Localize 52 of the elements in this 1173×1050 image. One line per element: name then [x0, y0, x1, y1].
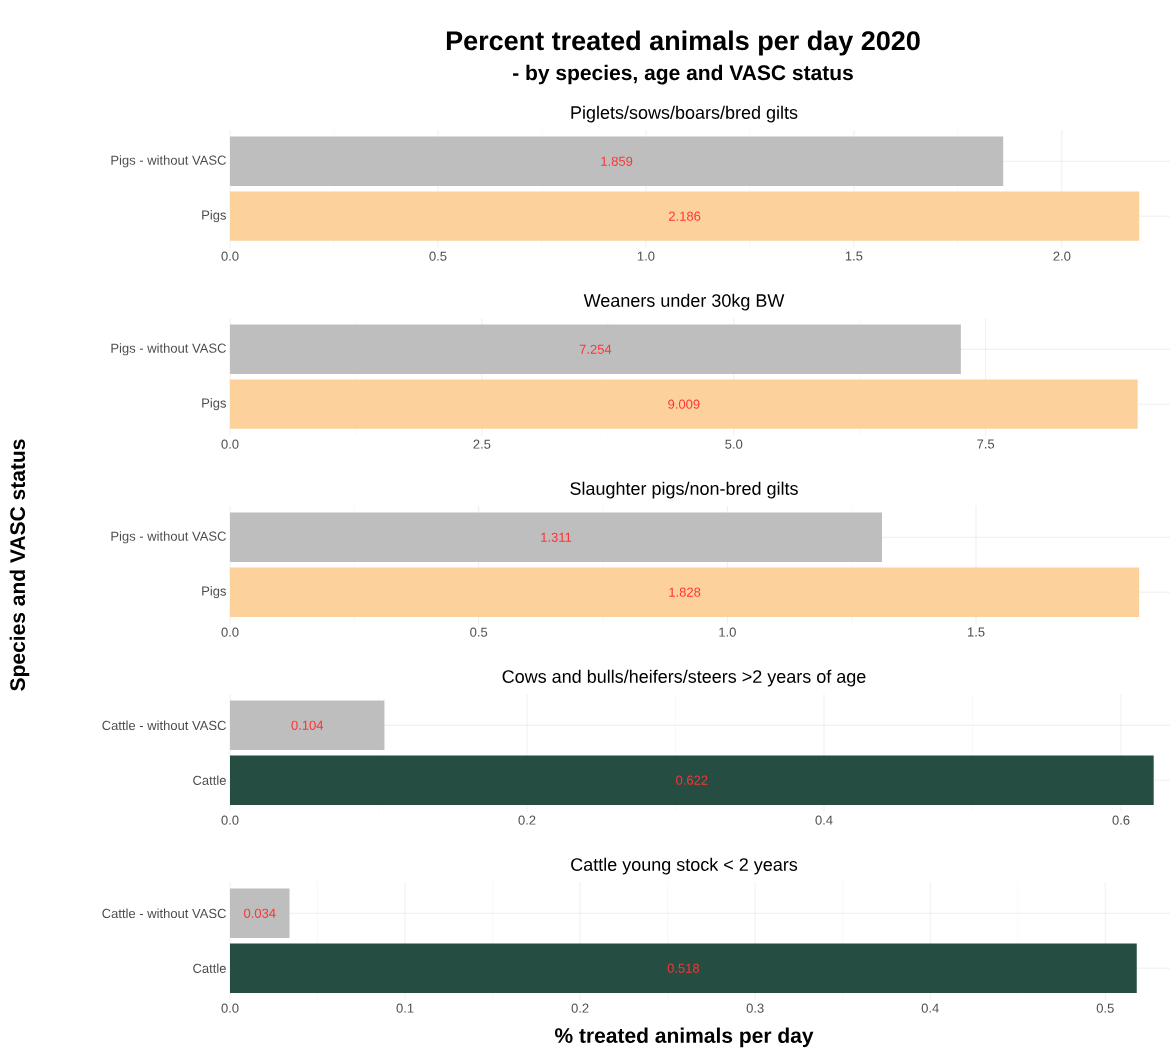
x-tick-label: 0.0 — [221, 815, 239, 825]
data-label: 1.828 — [669, 587, 701, 597]
y-tick-label: Pigs - without VASC — [111, 155, 226, 168]
x-tick-label: 0.0 — [221, 251, 239, 261]
data-label: 2.186 — [669, 211, 701, 221]
y-tick-label: Pigs — [202, 398, 226, 411]
data-label: 0.518 — [667, 963, 700, 973]
x-tick-label: 0.4 — [815, 815, 833, 825]
x-tick-label: 5.0 — [725, 439, 743, 449]
chart-title: Slaughter pigs/non-bred gilts — [570, 481, 798, 499]
text: Percent treated animals per day 2020 — [446, 30, 920, 56]
y-tick-label: Cattle - without VASC — [102, 908, 226, 919]
x-tick-label: 0.6 — [1112, 815, 1130, 825]
x-tick-label: 0.0 — [221, 439, 239, 449]
y-tick-label: Cattle - without VASC — [102, 720, 226, 731]
y-axis-title: Species and VASC status — [9, 439, 30, 691]
data-label: 0.034 — [244, 908, 276, 918]
y-tick-label: Pigs - without VASC — [111, 531, 226, 544]
x-tick-label: 7.5 — [977, 439, 995, 449]
x-tick-label: 0.5 — [470, 627, 488, 637]
x-tick-label: 2.5 — [473, 439, 491, 449]
x-tick-label: 1.5 — [845, 251, 863, 261]
data-label: 9.009 — [668, 399, 700, 409]
x-tick-label: 0.5 — [429, 251, 447, 261]
chart-title: Weaners under 30kg BW — [583, 293, 785, 311]
x-tick-label: 0.5 — [1096, 1003, 1114, 1013]
x-tick-label: 1.0 — [719, 627, 736, 637]
x-tick-label: 0.2 — [571, 1003, 589, 1013]
x-tick-label: 0.3 — [746, 1003, 764, 1013]
x-tick-label: 0.0 — [221, 1003, 239, 1013]
y-tick-label: Pigs — [202, 210, 226, 223]
data-label: 7.254 — [579, 344, 612, 354]
x-axis-title: % treated animals per day — [554, 1027, 814, 1048]
x-tick-label: 1.5 — [967, 627, 985, 637]
data-label: 0.104 — [291, 720, 324, 730]
data-label: 1.859 — [601, 156, 633, 166]
y-tick-label: Cattle — [193, 963, 226, 973]
chart-title: Cattle young stock < 2 years — [571, 857, 798, 875]
x-tick-label: 2.0 — [1053, 251, 1071, 261]
y-tick-label: Pigs - without VASC — [111, 343, 226, 356]
x-tick-label: 0.0 — [221, 627, 239, 637]
data-label: 1.311 — [541, 532, 572, 542]
chart-title: Piglets/sows/boars/bred gilts — [571, 105, 798, 123]
chart-title: Cows and bulls/heifers/steers >2 years of age — [502, 669, 866, 687]
y-tick-label: Cattle — [193, 775, 226, 785]
x-tick-label: 1.0 — [637, 251, 655, 261]
x-tick-label: 0.4 — [921, 1003, 939, 1013]
y-tick-label: Pigs — [202, 586, 226, 599]
data-label: 0.622 — [676, 775, 708, 785]
x-tick-label: 0.1 — [396, 1003, 414, 1013]
x-tick-label: 0.2 — [518, 815, 536, 825]
text: - by species, age and VASC status — [513, 64, 853, 85]
